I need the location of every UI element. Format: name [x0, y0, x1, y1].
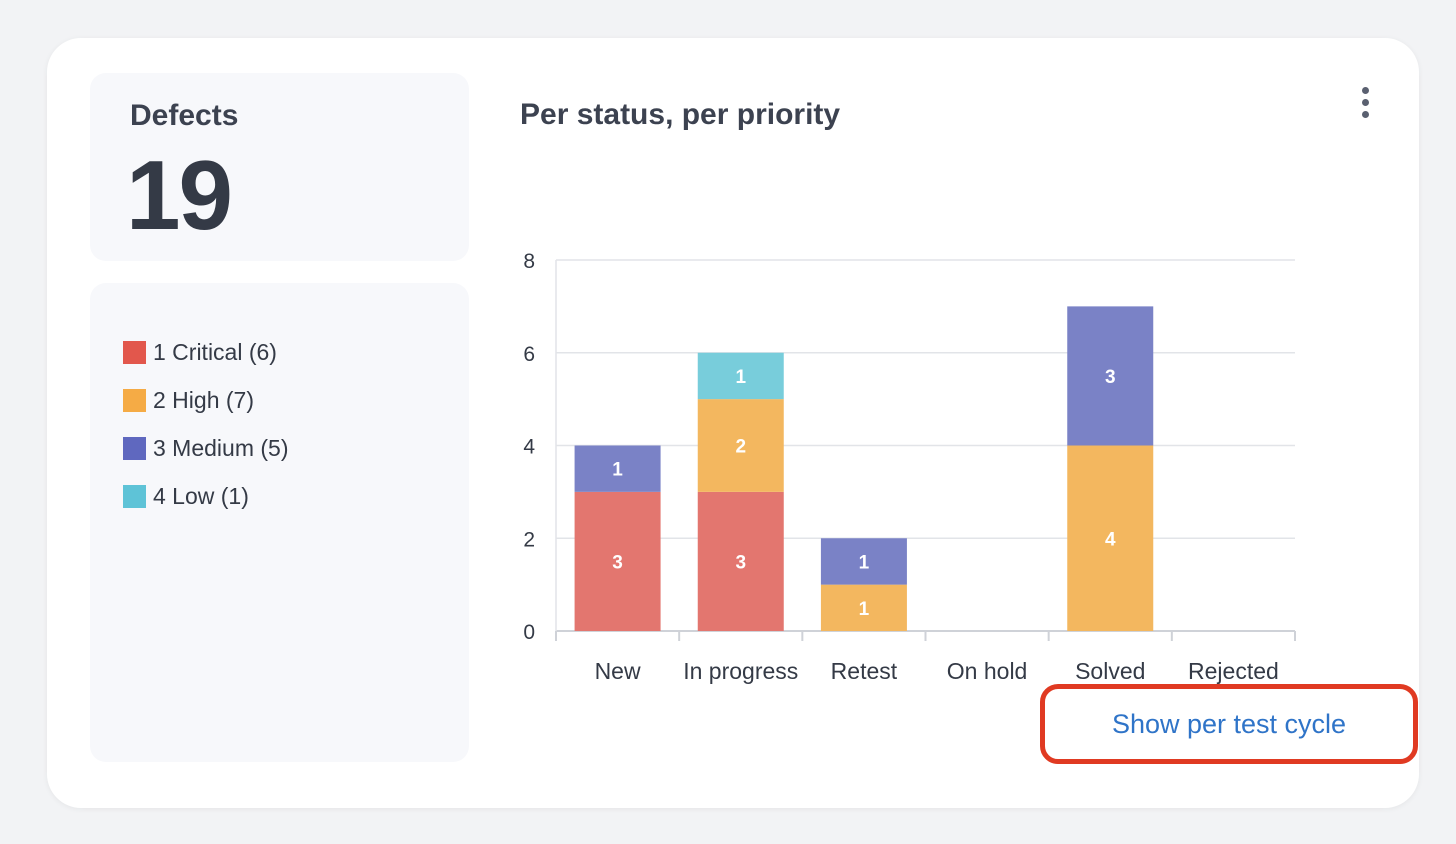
y-tick-label: 2 [523, 528, 535, 551]
legend-item-low: 4 Low (1) [123, 483, 249, 509]
x-tick-label: Retest [831, 658, 898, 684]
legend-label-medium: 3 Medium (5) [153, 434, 289, 461]
more-vertical-icon [1361, 86, 1369, 94]
y-tick-label: 4 [523, 436, 535, 459]
legend-item-high: 2 High (7) [123, 387, 254, 413]
bar-segment [1067, 306, 1154, 446]
more-vertical-icon-dot [1361, 110, 1369, 118]
bar-segment [820, 538, 907, 585]
defects-count: 19 [126, 140, 233, 250]
more-vertical-icon-dot [1361, 98, 1369, 106]
bar-segment [697, 491, 784, 631]
more-options-button[interactable] [1350, 82, 1380, 122]
y-tick-label: 8 [523, 250, 535, 273]
legend-label-critical: 1 Critical (6) [153, 338, 277, 365]
legend-item-medium: 3 Medium (5) [123, 435, 288, 461]
legend-item-critical: 1 Critical (6) [123, 339, 277, 365]
data-label: 2 [735, 437, 746, 458]
bar-segment [574, 491, 661, 631]
bar-segment [697, 399, 784, 492]
highlight-box [1040, 684, 1418, 764]
bar-segment [1067, 445, 1154, 631]
summary-label: Defects [130, 99, 239, 132]
legend-label-high: 2 High (7) [153, 386, 254, 413]
data-label: 3 [612, 552, 623, 573]
y-tick-label: 0 [523, 621, 535, 644]
legend-label-low: 4 Low (1) [153, 482, 249, 509]
legend-swatch-medium [123, 436, 146, 460]
legend-swatch-high [123, 388, 146, 412]
x-tick-label: In progress [683, 658, 798, 684]
show-per-test-cycle-link[interactable]: Show per test cycle [1111, 708, 1347, 739]
data-label: 3 [735, 552, 746, 573]
data-label: 1 [612, 460, 623, 481]
legend-panel: 1 Critical (6) 2 High (7) 3 Medium (5) 4… [90, 283, 469, 762]
x-tick-label: New [595, 658, 641, 684]
data-label: 1 [859, 552, 870, 573]
data-label: 4 [1105, 529, 1116, 550]
y-tick-label: 6 [523, 343, 535, 366]
chart-title: Per status, per priority [520, 98, 841, 131]
x-tick-label: Rejected [1188, 658, 1279, 684]
data-label: 1 [735, 367, 746, 388]
legend-swatch-critical [123, 340, 146, 364]
data-label: 1 [859, 599, 870, 620]
data-label: 3 [1105, 367, 1116, 388]
bar-segment [820, 584, 907, 631]
legend-swatch-low [123, 484, 146, 508]
defects-summary: Defects 19 [90, 73, 469, 261]
bar-segment [574, 445, 661, 492]
x-tick-label: On hold [947, 658, 1028, 684]
bar-segment [697, 352, 784, 400]
x-tick-label: Solved [1075, 658, 1145, 684]
